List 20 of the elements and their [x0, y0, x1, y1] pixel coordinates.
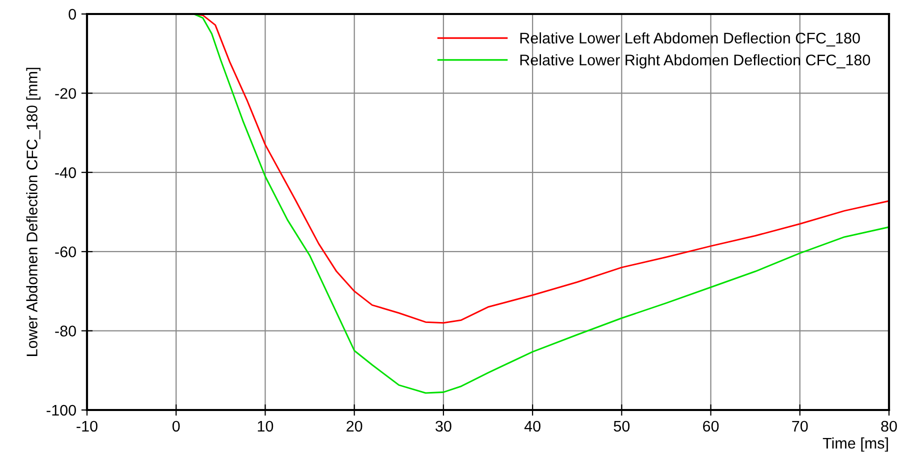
x-tick-label: 40	[524, 420, 540, 432]
y-axis-title: Lower Abdomen Deflection CFC_180 [mm]	[26, 68, 40, 356]
x-tick-label: -10	[76, 420, 98, 432]
x-tick-label: 60	[703, 420, 719, 432]
y-tick-label: 0	[68, 8, 76, 20]
y-tick-label: -20	[55, 88, 76, 99]
x-tick-label: 0	[172, 420, 180, 432]
y-tick-label: -80	[55, 326, 76, 336]
x-tick-label: 10	[258, 420, 274, 432]
x-tick-label: 50	[614, 420, 630, 432]
y-tick-label: -60	[55, 246, 76, 258]
x-tick-label: 20	[346, 420, 362, 432]
legend-label: Relative Lower Left Abdomen Deflection CFC_180	[520, 32, 860, 46]
x-tick-label: 30	[436, 420, 452, 432]
x-tick-label: 80	[881, 420, 897, 432]
x-tick-label: 70	[792, 420, 808, 432]
legend-label: Relative Lower Right Abdomen Deflection CFC_180	[520, 54, 870, 68]
y-tick-label: -40	[55, 167, 76, 178]
y-tick-label: -100	[46, 404, 76, 416]
x-axis-title: Time [ms]	[822, 437, 888, 452]
